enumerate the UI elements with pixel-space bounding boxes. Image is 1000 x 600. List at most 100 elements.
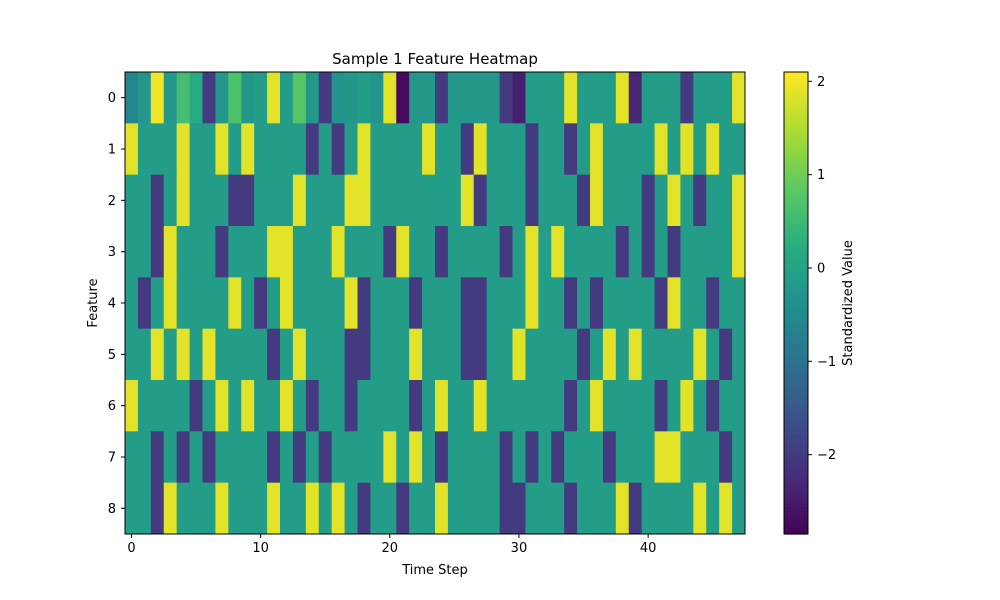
heatmap-cell (292, 123, 307, 176)
heatmap-cell (486, 174, 500, 227)
heatmap-cell (254, 123, 268, 176)
heatmap-cell (267, 431, 281, 484)
heatmap-cell (499, 174, 513, 227)
heatmap-cell (473, 72, 488, 124)
x-tick-label: 40 (640, 541, 657, 556)
heatmap-cell (137, 226, 152, 278)
heatmap-cell (228, 123, 242, 176)
heatmap-cell (241, 328, 255, 381)
heatmap-cell (590, 226, 604, 278)
heatmap-cell (189, 380, 203, 432)
colorbar-segment (784, 241, 808, 246)
heatmap-cell (564, 431, 578, 484)
colorbar-segment (784, 499, 808, 504)
heatmap-cell (215, 174, 229, 227)
heatmap-cell (680, 226, 694, 278)
heatmap-cell (344, 72, 358, 124)
heatmap-cell (254, 174, 268, 227)
heatmap-cell (202, 482, 216, 535)
heatmap-cell (693, 431, 707, 484)
heatmap-cell (241, 123, 255, 176)
heatmap-cell (551, 277, 565, 330)
colorbar-segment (784, 426, 808, 431)
heatmap-cell (163, 226, 178, 278)
heatmap-cell (693, 482, 707, 535)
heatmap-cell (628, 431, 643, 484)
colorbar-segment (784, 287, 808, 293)
heatmap-cell (241, 431, 255, 484)
colorbar-segment (784, 430, 808, 435)
heatmap-cell (473, 123, 488, 176)
colorbar-segment (784, 503, 808, 508)
colorbar-segment (784, 460, 808, 466)
heatmap-cell (732, 328, 746, 381)
heatmap-cell (137, 72, 152, 124)
heatmap-cell (473, 431, 488, 484)
heatmap-cell (163, 277, 178, 330)
heatmap-cell (551, 72, 565, 124)
heatmap-cell (267, 380, 281, 432)
heatmap-cell (667, 328, 681, 381)
heatmap-cell (422, 380, 436, 432)
heatmap-cell (447, 72, 462, 124)
heatmap-cell (525, 123, 539, 176)
colorbar-segment (784, 337, 808, 343)
y-tick-label: 0 (108, 91, 116, 106)
colorbar-segment (784, 106, 808, 112)
heatmap-cell (215, 277, 229, 330)
colorbar-segment (784, 145, 808, 150)
heatmap-cell (125, 226, 139, 278)
heatmap-cell (486, 72, 500, 124)
heatmap-cell (435, 277, 449, 330)
colorbar-segment (784, 218, 808, 223)
heatmap-cell (693, 328, 707, 381)
x-tick-label: 20 (382, 541, 399, 556)
heatmap-cell (189, 72, 203, 124)
heatmap-cell (422, 174, 436, 227)
colorbar-segment (784, 179, 808, 185)
heatmap-cell (577, 72, 591, 124)
heatmap-cell (719, 277, 733, 330)
heatmap-cell (460, 380, 475, 432)
heatmap-cell (706, 72, 720, 124)
colorbar-segment (784, 291, 808, 296)
heatmap-cell (447, 277, 462, 330)
heatmap-cell (435, 72, 449, 124)
colorbar-segment (784, 79, 808, 85)
colorbar-segment (784, 368, 808, 373)
heatmap-cell (344, 174, 358, 227)
heatmap-cell (383, 174, 397, 227)
heatmap-cell (409, 328, 423, 381)
heatmap-cell (706, 226, 720, 278)
heatmap-cell (318, 328, 333, 381)
heatmap-cell (202, 328, 216, 381)
heatmap-cell (473, 482, 488, 535)
heatmap-cell (590, 72, 604, 124)
heatmap-cell (693, 174, 707, 227)
heatmap-cell (396, 226, 410, 278)
heatmap-cell (254, 482, 268, 535)
heatmap-cell (460, 431, 475, 484)
colorbar (783, 71, 809, 535)
heatmap-cell (719, 123, 733, 176)
heatmap-cell (318, 431, 333, 484)
colorbar-segment (784, 260, 808, 266)
heatmap-cell (435, 328, 449, 381)
heatmap-cell (383, 277, 397, 330)
heatmap-cell (693, 380, 707, 432)
heatmap-cell (202, 174, 216, 227)
heatmap-cell (370, 123, 384, 176)
heatmap-cell (150, 174, 165, 227)
colorbar-segment (784, 476, 808, 481)
heatmap-cell (422, 482, 436, 535)
heatmap-cell (228, 72, 242, 124)
colorbar-segment (784, 156, 808, 162)
heatmap-cell (292, 431, 307, 484)
heatmap-cell (215, 431, 229, 484)
heatmap-cell (602, 431, 617, 484)
heatmap-cell (305, 380, 320, 432)
heatmap-cell (615, 226, 630, 278)
heatmap-cell (150, 328, 165, 381)
heatmap-cell (383, 72, 397, 124)
heatmap-cell (499, 226, 513, 278)
